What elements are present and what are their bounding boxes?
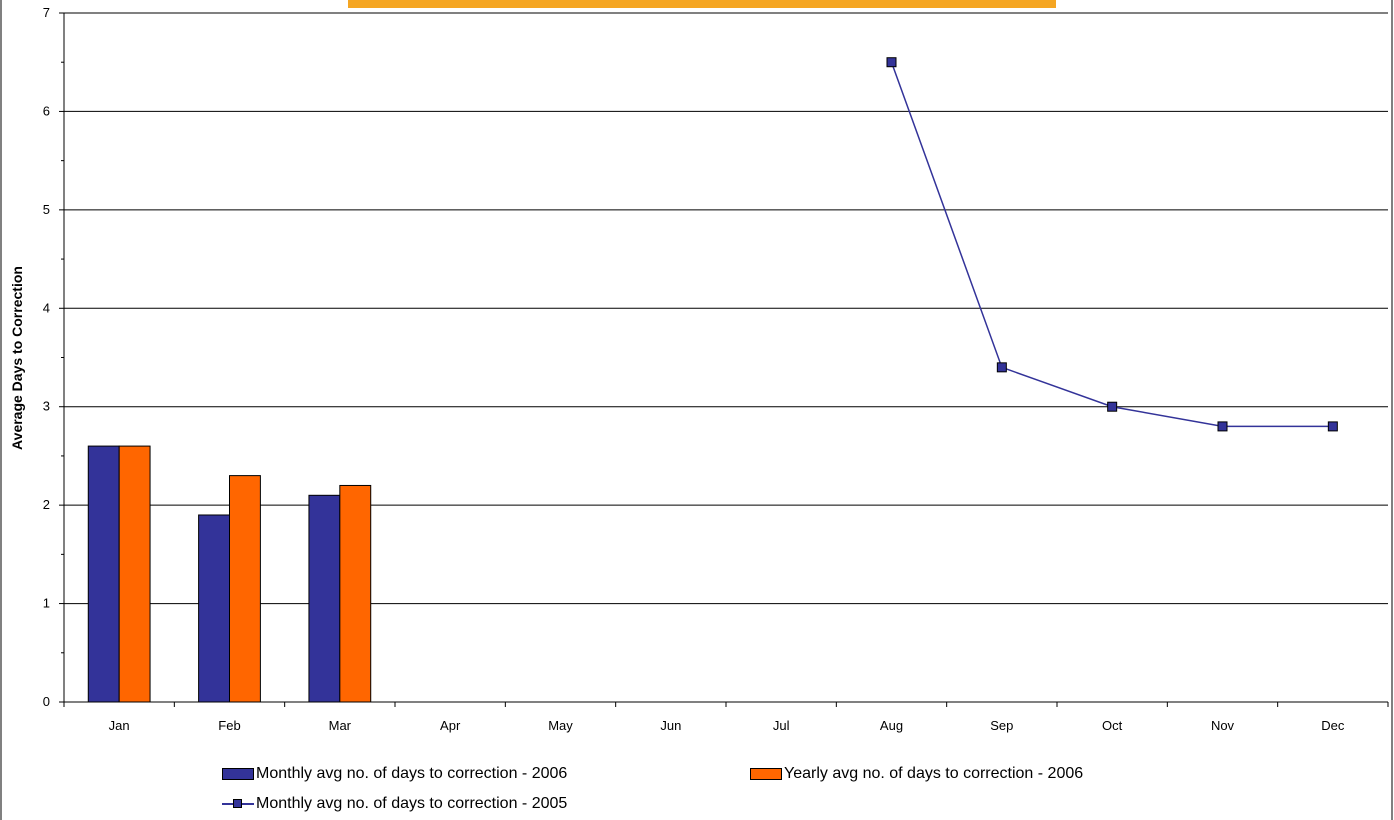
x-tick-label: Mar xyxy=(329,718,352,733)
y-tick-label: 5 xyxy=(43,202,50,217)
x-tick-label: Jun xyxy=(660,718,681,733)
legend-swatch-monthly-2005 xyxy=(222,798,254,810)
y-tick-label: 7 xyxy=(43,5,50,20)
x-tick-label: Aug xyxy=(880,718,903,733)
x-tick-label: Oct xyxy=(1102,718,1123,733)
y-tick-label: 3 xyxy=(43,399,50,414)
y-tick-label: 6 xyxy=(43,103,50,118)
line-series xyxy=(886,57,1338,432)
y-tick-label: 1 xyxy=(43,596,50,611)
bar xyxy=(87,445,120,703)
bar xyxy=(229,475,261,703)
legend-item-yearly-2006: Yearly avg no. of days to correction - 2… xyxy=(750,765,1083,783)
legend-label-monthly-2006: Monthly avg no. of days to correction - … xyxy=(256,765,568,782)
bar xyxy=(198,514,231,703)
legend-label-yearly-2006: Yearly avg no. of days to correction - 2… xyxy=(784,765,1084,782)
x-tick-label: Dec xyxy=(1321,718,1345,733)
bar xyxy=(308,494,341,703)
legend-label-monthly-2005: Monthly avg no. of days to correction - … xyxy=(256,795,568,812)
line-point xyxy=(1217,421,1228,432)
axes xyxy=(59,12,1389,707)
y-tick-label: 4 xyxy=(43,300,50,315)
bar xyxy=(339,484,372,703)
tick-labels: 0 1 2 3 4 5 6 7 Jan Feb Mar Apr May Jun Jul Aug Sep Oct No… xyxy=(43,5,1345,733)
header-banner xyxy=(348,0,1056,8)
x-tick-label: Nov xyxy=(1211,718,1235,733)
legend-item-monthly-2006: Monthly avg no. of days to correction - … xyxy=(222,765,567,783)
x-tick-label: Feb xyxy=(218,718,240,733)
x-tick-label: Jan xyxy=(109,718,130,733)
line-point xyxy=(886,57,897,68)
x-tick-label: Apr xyxy=(440,718,461,733)
bar-series xyxy=(87,445,372,703)
gridlines xyxy=(64,12,1388,605)
legend-item-monthly-2005: Monthly avg no. of days to correction - … xyxy=(222,795,567,813)
legend-swatch-monthly-2006 xyxy=(222,768,254,780)
line-point xyxy=(1327,421,1338,432)
line-point xyxy=(1107,401,1118,412)
x-tick-label: Jul xyxy=(773,718,790,733)
x-tick-label: May xyxy=(548,718,573,733)
x-tick-label: Sep xyxy=(990,718,1013,733)
series-line xyxy=(890,61,1333,428)
bar xyxy=(118,445,151,703)
line-point xyxy=(996,362,1007,373)
y-tick-label: 2 xyxy=(43,497,50,512)
legend-swatch-yearly-2006 xyxy=(750,768,782,780)
y-tick-label: 0 xyxy=(43,694,50,709)
y-axis-title: Average Days to Correction xyxy=(9,266,25,450)
